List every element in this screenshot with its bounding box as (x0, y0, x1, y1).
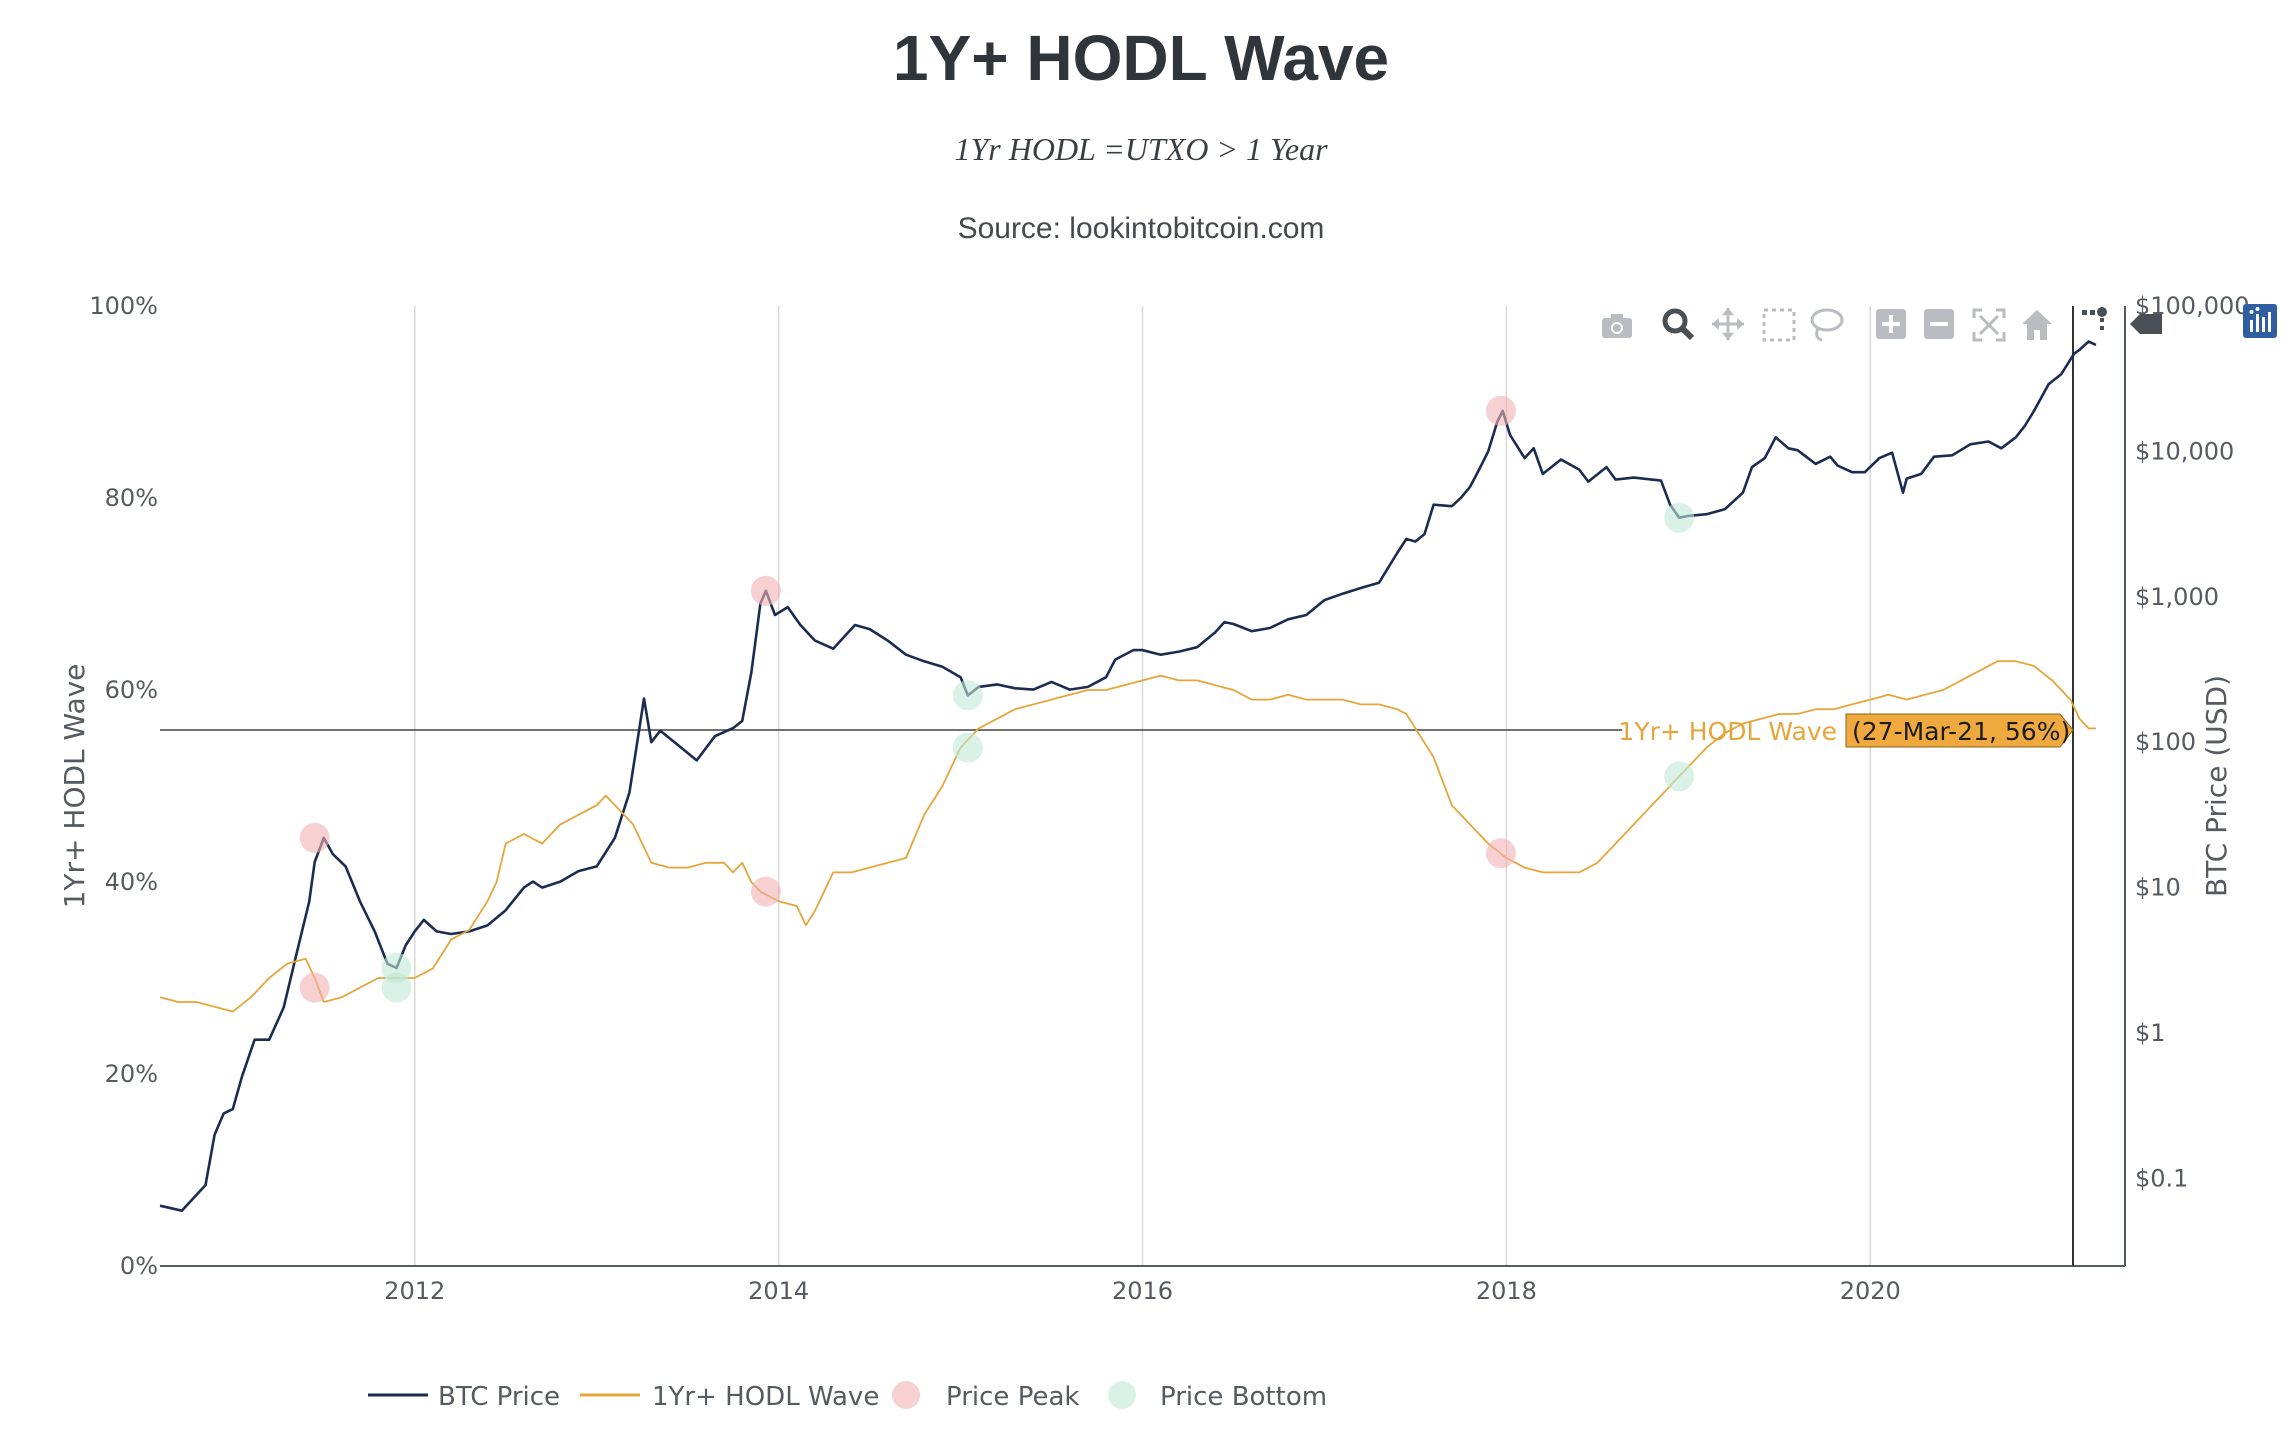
series-layer (159, 340, 2097, 1212)
x-tick-2012: 2012 (384, 1277, 445, 1305)
price-peak-marker-3[interactable] (750, 876, 781, 907)
legend: BTC Price 1Yr+ HODL Wave Price Peak Pric… (368, 1381, 1327, 1412)
left-tick-labels: 0% 20% 40% 60% 80% 100% (89, 292, 158, 1280)
chart-subtitle: 1Yr HODL =UTXO > 1 Year (954, 131, 1328, 167)
x-tick-2020: 2020 (1840, 1277, 1901, 1305)
right-tick-3: $100 (2135, 728, 2196, 756)
home-icon[interactable] (2022, 310, 2052, 340)
box-select-icon[interactable] (1762, 308, 1796, 342)
left-axis-title: 1Yr+ HODL Wave (58, 664, 91, 909)
price-bottom-marker-4[interactable] (1664, 502, 1695, 533)
chart-source: Source: lookintobitcoin.com (958, 212, 1325, 245)
legend-label-hodl-wave: 1Yr+ HODL Wave (652, 1382, 879, 1412)
hover-series-label: 1Yr+ HODL Wave (1618, 717, 1837, 746)
x-tick-labels: 2012 2014 2016 2018 2020 (384, 1277, 1901, 1305)
right-tick-5: $10,000 (2135, 437, 2234, 465)
right-tick-1: $1 (2135, 1019, 2166, 1047)
right-tick-0: $0.1 (2135, 1164, 2188, 1192)
x-tick-2014: 2014 (748, 1277, 809, 1305)
x-tick-2018: 2018 (1476, 1277, 1537, 1305)
price-peak-marker-4[interactable] (1485, 395, 1516, 426)
right-tick-4: $1,000 (2135, 583, 2219, 611)
left-tick-40: 40% (105, 868, 158, 896)
left-tick-20: 20% (105, 1060, 158, 1088)
price-peak-marker-1[interactable] (299, 972, 330, 1003)
left-tick-80: 80% (105, 484, 158, 512)
modebar (1602, 304, 2277, 342)
gridlines (413, 306, 1872, 1266)
right-axis-title: BTC Price (USD) (2200, 675, 2233, 897)
chart-title: 1Y+ HODL Wave (893, 22, 1389, 94)
pan-icon[interactable] (1712, 308, 1744, 340)
hover-value-box (1845, 713, 2074, 748)
camera-icon[interactable] (1602, 314, 1632, 338)
price-bottom-marker-5[interactable] (1664, 761, 1695, 792)
x-tick-2016: 2016 (1112, 1277, 1173, 1305)
zoom-in-icon[interactable] (1876, 309, 1906, 339)
price-bottom-marker-3[interactable] (952, 732, 983, 763)
hover-value-label: (27-Mar-21, 56%) (1852, 717, 2070, 746)
compare-hover-icon[interactable] (2130, 314, 2162, 334)
right-tick-2: $10 (2135, 874, 2181, 902)
btc-price-line (159, 340, 2097, 1212)
legend-label-price-bottom: Price Bottom (1160, 1382, 1327, 1412)
price-bottom-marker-2[interactable] (952, 680, 983, 711)
legend-label-price-peak: Price Peak (946, 1382, 1079, 1412)
legend-label-btc-price: BTC Price (438, 1382, 560, 1412)
legend-item-price-bottom[interactable]: Price Bottom (1108, 1381, 1327, 1412)
price-peak-marker-5[interactable] (1485, 838, 1516, 869)
legend-item-btc-price[interactable]: BTC Price (368, 1382, 560, 1412)
hodl-wave-line (159, 660, 2096, 1013)
autoscale-icon[interactable] (1972, 308, 2006, 342)
zoom-icon[interactable] (1662, 308, 1695, 341)
spike-lines-icon[interactable] (2082, 307, 2107, 330)
zoom-out-icon[interactable] (1924, 309, 1954, 339)
legend-item-price-peak[interactable]: Price Peak (892, 1381, 1079, 1412)
left-tick-100: 100% (89, 292, 158, 320)
price-peak-marker-2[interactable] (750, 575, 781, 606)
lasso-select-icon[interactable] (1810, 308, 1844, 342)
marker-layer (299, 395, 1695, 1003)
price-bottom-marker-1[interactable] (381, 972, 412, 1003)
plotly-logo-icon[interactable] (2243, 304, 2277, 338)
hover-tooltip: 1Yr+ HODL Wave (27-Mar-21, 56%) (1618, 713, 2074, 748)
left-tick-60: 60% (105, 676, 158, 704)
legend-item-hodl-wave[interactable]: 1Yr+ HODL Wave (580, 1382, 879, 1412)
legend-swatch-price-bottom (1108, 1381, 1136, 1409)
legend-swatch-price-peak (892, 1381, 920, 1409)
right-tick-labels: $0.1$1$10$100$1,000$10,000$100,000 (2135, 292, 2250, 1192)
left-tick-0: 0% (120, 1252, 158, 1280)
price-peak-marker-0[interactable] (299, 822, 330, 853)
